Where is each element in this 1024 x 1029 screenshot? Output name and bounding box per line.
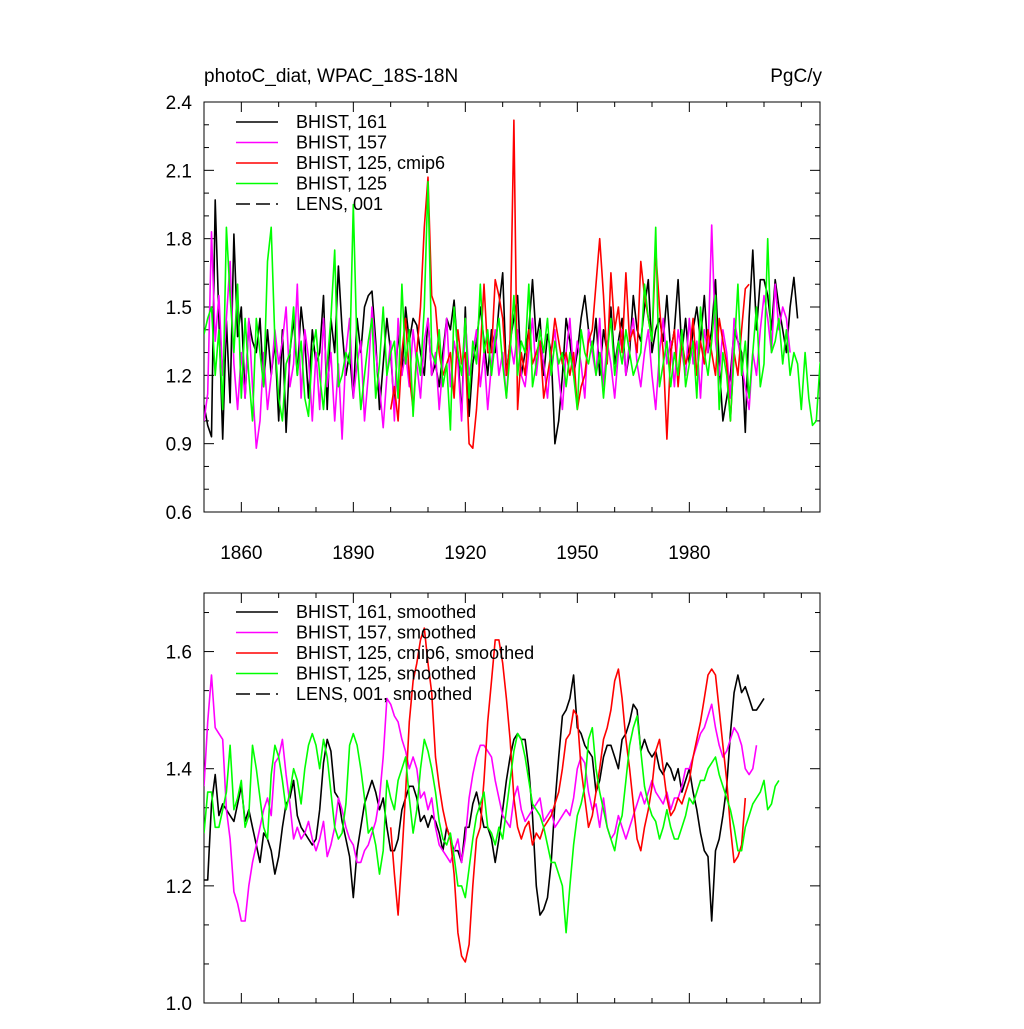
y-tick-label: 1.8 — [166, 230, 192, 251]
y-tick-label: 1.2 — [166, 366, 192, 387]
y-tick-label: 0.9 — [166, 435, 192, 456]
chart-title: photoC_diat, WPAC_18S-18N — [204, 66, 458, 87]
y-tick-label: 1.5 — [166, 298, 192, 319]
series-group — [204, 627, 780, 963]
y-tick-label: 1.2 — [166, 877, 192, 898]
legend-label-lens-001: LENS, 001 — [296, 194, 383, 214]
y-tick-label: 2.1 — [166, 161, 192, 182]
series-line-bhist-157 — [204, 224, 791, 450]
legend-label-bhist-161: BHIST, 161 — [296, 112, 387, 132]
plot-frame — [203, 592, 821, 1004]
x-tick-label: 1950 — [556, 543, 598, 564]
legend-label-bhist-125-cmip6: BHIST, 125, cmip6 — [296, 153, 445, 173]
legend-label-bhist-125-cmip6-smoothed: BHIST, 125, cmip6, smoothed — [296, 643, 534, 663]
y-tick-label: 1.4 — [166, 760, 193, 781]
x-tick-label: 1980 — [668, 543, 710, 564]
x-tick-label: 1920 — [444, 543, 486, 564]
y-tick-label: 0.6 — [166, 503, 192, 524]
series-line-bhist-125-cmip6 — [389, 119, 750, 450]
legend-label-bhist-125-smoothed: BHIST, 125, smoothed — [296, 664, 476, 684]
series-group — [204, 119, 820, 450]
series-line-bhist-125 — [204, 180, 820, 431]
legend-label-bhist-157: BHIST, 157 — [296, 133, 387, 153]
series-line-bhist-157-smoothed — [204, 674, 758, 922]
legend-label-lens-001-smoothed: LENS, 001, smoothed — [296, 684, 472, 704]
legend-label-bhist-161-smoothed: BHIST, 161, smoothed — [296, 602, 476, 622]
series-line-bhist-161 — [204, 199, 799, 445]
y-tick-label: 1.0 — [166, 994, 192, 1015]
legend-label-bhist-125: BHIST, 125 — [296, 174, 387, 194]
y-tick-label: 2.4 — [166, 93, 193, 114]
legend-label-bhist-157-smoothed: BHIST, 157, smoothed — [296, 623, 476, 643]
y-tick-label: 1.6 — [166, 643, 192, 664]
x-tick-label: 1860 — [220, 543, 262, 564]
x-tick-label: 1890 — [332, 543, 374, 564]
chart-units: PgC/y — [770, 66, 822, 87]
series-line-bhist-161-smoothed — [204, 674, 765, 922]
series-line-bhist-125-smoothed — [204, 715, 780, 934]
raw-timeseries-panel: 0.6 0.9 1.2 1.5 1.8 2.1 2.4 1860 1890 1920 1950 198… — [166, 93, 821, 564]
